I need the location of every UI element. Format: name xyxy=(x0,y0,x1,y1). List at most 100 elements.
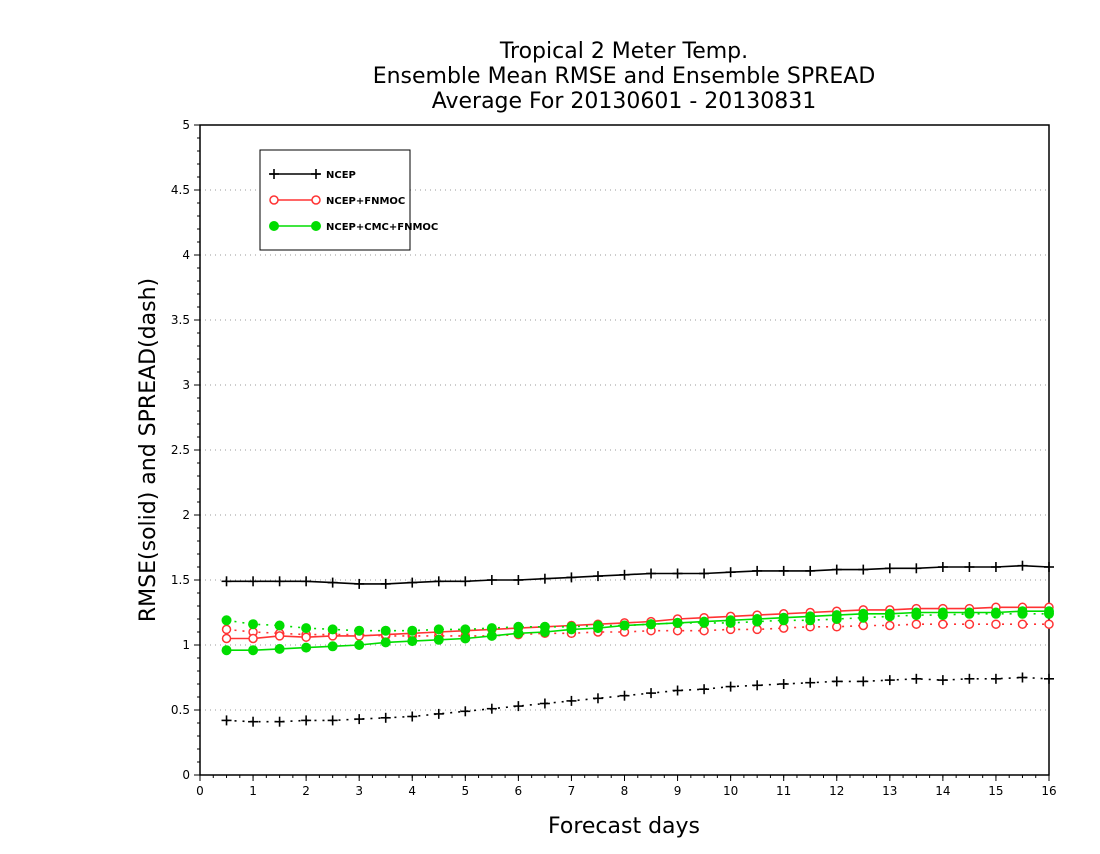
spread-line xyxy=(226,676,1050,723)
series-group xyxy=(221,602,1054,644)
rmse-point xyxy=(778,612,789,623)
legend-marker xyxy=(311,195,321,205)
rmse-point xyxy=(1044,606,1054,617)
x-tick-label: 9 xyxy=(674,784,682,798)
spread-point xyxy=(221,615,232,626)
rmse-point xyxy=(327,641,338,652)
spread-point xyxy=(433,624,444,635)
rmse-point xyxy=(301,632,311,642)
x-axis-label: Forecast days xyxy=(548,814,700,839)
x-tick-label: 3 xyxy=(355,784,363,798)
y-tick-label: 3.5 xyxy=(171,313,190,327)
rmse-point xyxy=(990,607,1001,618)
chart-title: Tropical 2 Meter Temp. Ensemble Mean RMS… xyxy=(373,39,876,114)
y-tick-label: 0.5 xyxy=(171,703,190,717)
x-tick-label: 4 xyxy=(408,784,416,798)
rmse-point xyxy=(274,631,285,641)
spread-point xyxy=(964,619,975,629)
spread-point xyxy=(407,625,418,636)
axis-ticks: 00.511.522.533.544.550 1 2 3 4 5 6 7 8 9 10 11 12 13 1… xyxy=(171,118,1057,798)
rmse-point xyxy=(672,617,683,628)
x-tick-label: 11 xyxy=(776,784,791,798)
rmse-point xyxy=(911,607,922,618)
rmse-point xyxy=(937,607,948,618)
spread-point xyxy=(327,624,338,635)
y-tick-label: 4.5 xyxy=(171,183,190,197)
spread-point xyxy=(1017,619,1028,629)
rmse-point xyxy=(407,636,418,647)
series-layer xyxy=(221,560,1054,727)
rmse-point xyxy=(354,640,365,650)
spread-point xyxy=(354,625,365,636)
rmse-point xyxy=(592,623,603,634)
rmse-point xyxy=(752,614,763,624)
rmse-point xyxy=(1017,606,1028,617)
spread-point xyxy=(460,624,471,635)
rmse-point xyxy=(221,645,232,656)
spread-point xyxy=(911,619,922,629)
x-tick-label: 14 xyxy=(935,784,950,798)
rmse-point xyxy=(805,611,816,622)
x-tick-label: 0 xyxy=(196,784,204,798)
x-tick-label: 8 xyxy=(621,784,629,798)
rmse-point xyxy=(858,608,869,619)
rmse-point xyxy=(486,630,497,641)
rmse-point xyxy=(221,633,232,644)
series-group xyxy=(221,560,1054,727)
spread-point xyxy=(221,624,232,635)
spread-line xyxy=(226,623,1049,637)
y-tick-label: 2 xyxy=(182,508,190,522)
y-tick-label: 5 xyxy=(182,118,190,132)
rmse-point xyxy=(646,619,657,630)
spread-point xyxy=(380,625,391,636)
legend-entry-label: NCEP+CMC+FNMOC xyxy=(326,222,438,233)
spread-point xyxy=(301,623,312,634)
rmse-point xyxy=(539,627,550,637)
x-tick-label: 12 xyxy=(829,784,844,798)
title-line-3: Average For 20130601 - 20130831 xyxy=(432,89,817,114)
rmse-point xyxy=(566,624,577,635)
legend-marker xyxy=(269,195,279,205)
spread-point xyxy=(274,620,285,631)
rmse-line xyxy=(226,610,1049,652)
y-tick-label: 0 xyxy=(182,768,190,782)
x-tick-label: 13 xyxy=(882,784,897,798)
rmse-point xyxy=(831,610,842,621)
rmse-point xyxy=(964,607,975,618)
x-tick-label: 15 xyxy=(988,784,1003,798)
spread-point xyxy=(991,619,1001,629)
rmse-point xyxy=(380,637,391,648)
rmse-point xyxy=(274,643,285,654)
spread-point xyxy=(1044,619,1054,629)
rmse-point xyxy=(433,634,444,645)
rmse-point xyxy=(699,616,710,627)
series-group xyxy=(221,606,1054,656)
spread-point xyxy=(885,620,895,631)
rmse-point xyxy=(301,642,312,653)
legend-marker xyxy=(311,221,321,231)
x-tick-label: 10 xyxy=(723,784,738,798)
y-tick-label: 1 xyxy=(182,638,190,652)
legend-marker xyxy=(269,221,279,231)
x-tick-label: 16 xyxy=(1041,784,1056,798)
y-axis-label: RMSE(solid) and SPREAD(dash) xyxy=(136,278,161,622)
x-tick-label: 2 xyxy=(302,784,310,798)
y-tick-label: 3 xyxy=(182,378,190,392)
legend-entry-label: NCEP xyxy=(326,170,356,181)
spread-point xyxy=(752,624,762,635)
y-tick-label: 2.5 xyxy=(171,443,190,457)
title-line-1: Tropical 2 Meter Temp. xyxy=(499,39,748,64)
spread-point xyxy=(248,619,259,630)
rmse-point xyxy=(513,628,524,639)
spread-point xyxy=(938,619,948,629)
rmse-point xyxy=(884,608,895,619)
rmse-line xyxy=(226,564,1050,585)
legend: NCEP NCEP+FNMOC NCEP+CMC+FNMOC xyxy=(259,149,438,251)
rmse-point xyxy=(725,615,736,626)
x-tick-label: 1 xyxy=(249,784,257,798)
rmse-point xyxy=(619,620,630,631)
x-tick-label: 6 xyxy=(515,784,523,798)
x-tick-label: 7 xyxy=(568,784,576,798)
rmse-point xyxy=(248,633,258,644)
